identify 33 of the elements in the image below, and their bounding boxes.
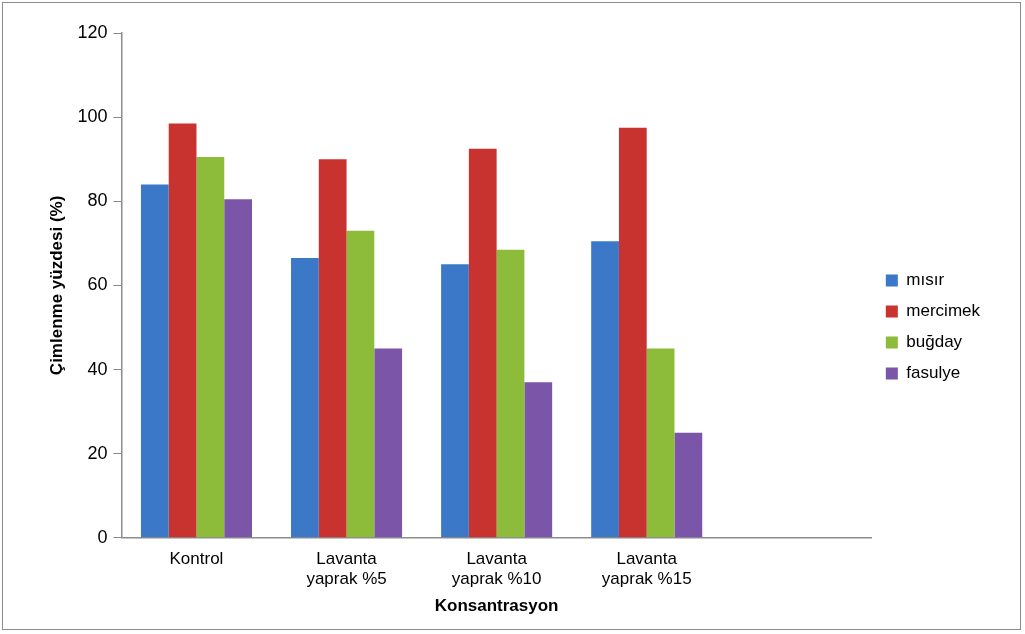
x-tick-label: Lavanta yaprak %10 [451, 548, 542, 589]
y-tick-label: 100 [77, 106, 108, 127]
y-axis-title: Çimlenme yüzdesi (%) [46, 195, 66, 376]
bar [291, 258, 319, 538]
y-tick-label: 40 [87, 358, 108, 379]
bar [591, 241, 619, 538]
bar [168, 123, 197, 538]
x-tick-label: Kontrol [169, 548, 224, 568]
legend-label: mercimek [906, 301, 981, 321]
bar [524, 382, 553, 538]
y-tick-label: 0 [97, 526, 108, 547]
legend-label: buğday [906, 332, 963, 352]
bar [646, 348, 675, 538]
bar [618, 127, 647, 538]
bar [196, 157, 225, 538]
x-tick-label: Lavanta yaprak %5 [306, 548, 387, 589]
bar [441, 264, 469, 538]
bar [224, 199, 252, 538]
bar [346, 230, 375, 538]
bar [140, 184, 169, 538]
y-tick-label: 60 [87, 274, 108, 295]
x-axis-title: Konsantrasyon [434, 596, 559, 616]
bar [318, 159, 347, 538]
y-tick-label: 120 [77, 21, 108, 42]
y-tick-label: 20 [87, 442, 108, 463]
bar [674, 432, 703, 538]
y-tick-label: 80 [87, 190, 108, 211]
bar [374, 348, 403, 538]
bar [468, 148, 497, 538]
legend-label: mısır [906, 270, 945, 290]
bar [496, 249, 525, 538]
legend-label: fasulye [906, 363, 961, 383]
x-tick-label: Lavanta yaprak %15 [601, 548, 692, 589]
